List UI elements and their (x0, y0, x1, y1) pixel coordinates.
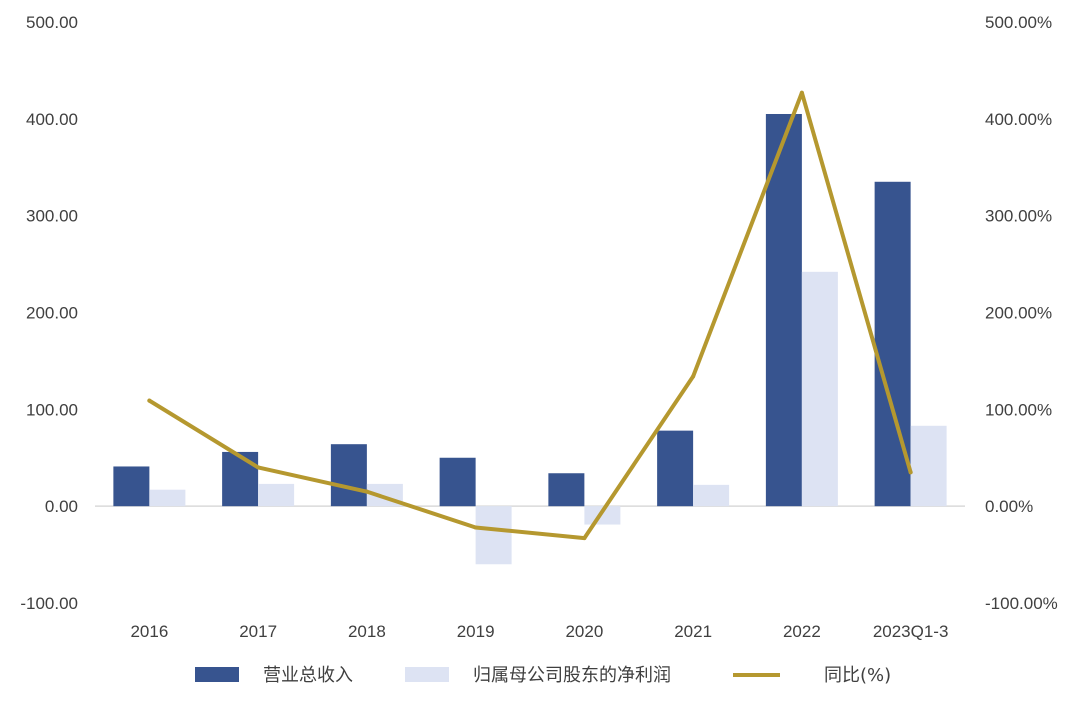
category-label: 2019 (457, 622, 495, 641)
right-tick-label: 300.00% (985, 207, 1052, 226)
revenue-bar (113, 466, 150, 507)
category-label: 2017 (239, 622, 277, 641)
left-tick-label: 0.00 (45, 497, 78, 516)
net-profit-bar (910, 425, 947, 507)
line-series (147, 90, 913, 541)
category-label: 2023Q1-3 (873, 622, 949, 641)
left-axis-ticks: -100.00 0.00 100.00 200.00 300.00 400.00 500.0… (20, 13, 78, 613)
revenue-bar (657, 430, 694, 507)
right-tick-label: 400.00% (985, 110, 1052, 129)
revenue-bar (330, 444, 367, 507)
right-tick-label: 100.00% (985, 400, 1052, 419)
revenue-bar (439, 457, 476, 507)
legend-label-net-profit: 归属母公司股东的净利润 (473, 665, 671, 686)
revenue-bar (765, 113, 802, 507)
legend: 营业总收入 归属母公司股东的净利润 同比(%) (195, 665, 891, 686)
category-label: 2022 (783, 622, 821, 641)
legend-label-yoy: 同比(%) (824, 665, 891, 686)
yoy-point (256, 465, 261, 470)
category-label: 2021 (674, 622, 712, 641)
left-tick-label: -100.00 (20, 594, 78, 613)
left-tick-label: 100.00 (26, 400, 78, 419)
yoy-point (908, 470, 913, 475)
left-tick-label: 300.00 (26, 207, 78, 226)
left-tick-label: 500.00 (26, 13, 78, 32)
category-label: 2020 (565, 622, 603, 641)
category-label: 2016 (130, 622, 168, 641)
left-tick-label: 200.00 (26, 304, 78, 323)
right-tick-label: 500.00% (985, 13, 1052, 32)
right-tick-label: 200.00% (985, 304, 1052, 323)
legend-label-revenue: 营业总收入 (263, 665, 353, 686)
legend-swatch-revenue (195, 667, 239, 682)
net-profit-bar (258, 483, 295, 507)
right-tick-label: 0.00% (985, 497, 1033, 516)
net-profit-bar (149, 489, 186, 507)
yoy-point (799, 90, 804, 95)
yoy-point (582, 536, 587, 541)
right-tick-label: -100.00% (985, 594, 1058, 613)
revenue-bar (548, 473, 585, 507)
yoy-point (364, 489, 369, 494)
net-profit-bar (584, 506, 621, 525)
net-profit-bar (693, 484, 730, 507)
right-axis-ticks: -100.00% 0.00% 100.00% 200.00% 300.00% 400.00… (985, 13, 1058, 613)
category-labels: 2016 2017 2018 2019 2020 2021 2022 2023Q1-3 (130, 622, 948, 641)
left-tick-label: 400.00 (26, 110, 78, 129)
revenue-bar (222, 451, 259, 507)
yoy-point (473, 525, 478, 530)
yoy-point (147, 398, 152, 403)
net-profit-bar (801, 271, 838, 507)
category-label: 2018 (348, 622, 386, 641)
yoy-line (147, 90, 913, 541)
legend-swatch-net-profit (405, 667, 449, 682)
yoy-point (691, 374, 696, 379)
net-profit-bar (475, 506, 512, 565)
bar-series (113, 113, 947, 565)
